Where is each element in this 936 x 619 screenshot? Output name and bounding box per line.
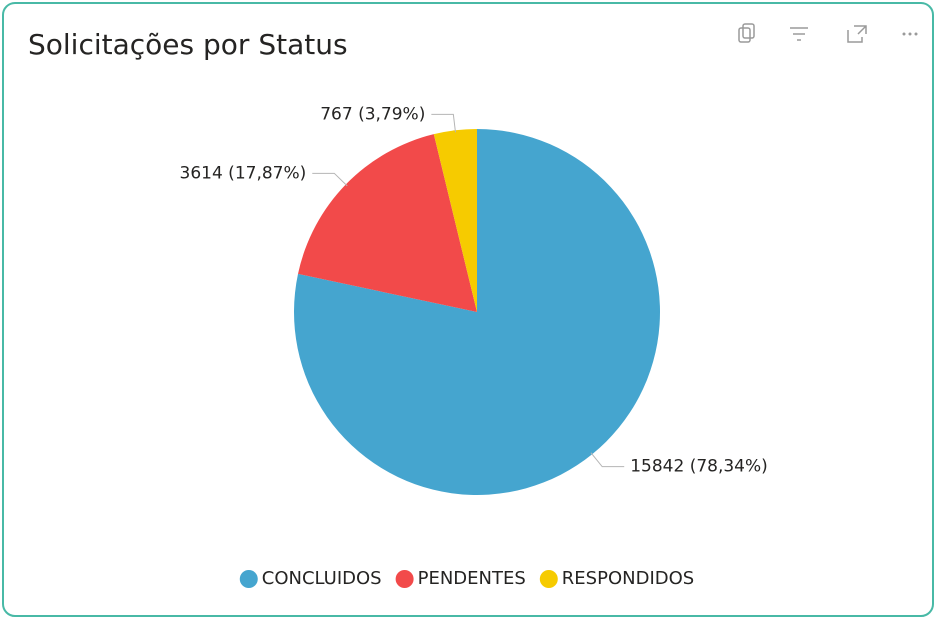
- legend-label: PENDENTES: [418, 568, 526, 589]
- focus-icon[interactable]: [847, 25, 867, 43]
- pie-slice: [298, 134, 477, 312]
- legend-label: RESPONDIDOS: [562, 568, 694, 589]
- filter-icon[interactable]: [790, 27, 808, 41]
- legend-label: CONCLUIDOS: [262, 568, 382, 589]
- leader-line: [312, 172, 348, 187]
- toolbar: [738, 23, 918, 43]
- pie-slice: [433, 129, 477, 312]
- legend-marker: [239, 570, 258, 588]
- legend-marker: [539, 570, 558, 588]
- data-label: 767 (3,79%): [320, 104, 425, 124]
- leader-line: [590, 452, 625, 468]
- leader-line: [431, 113, 456, 133]
- chart-title: Solicitações por Status: [28, 28, 348, 61]
- legend-marker: [395, 570, 414, 588]
- data-label: 15842 (78,34%): [630, 457, 768, 477]
- data-label: 3614 (17,87%): [180, 163, 307, 183]
- more-icon[interactable]: [902, 32, 918, 36]
- pin-icon[interactable]: [738, 23, 755, 43]
